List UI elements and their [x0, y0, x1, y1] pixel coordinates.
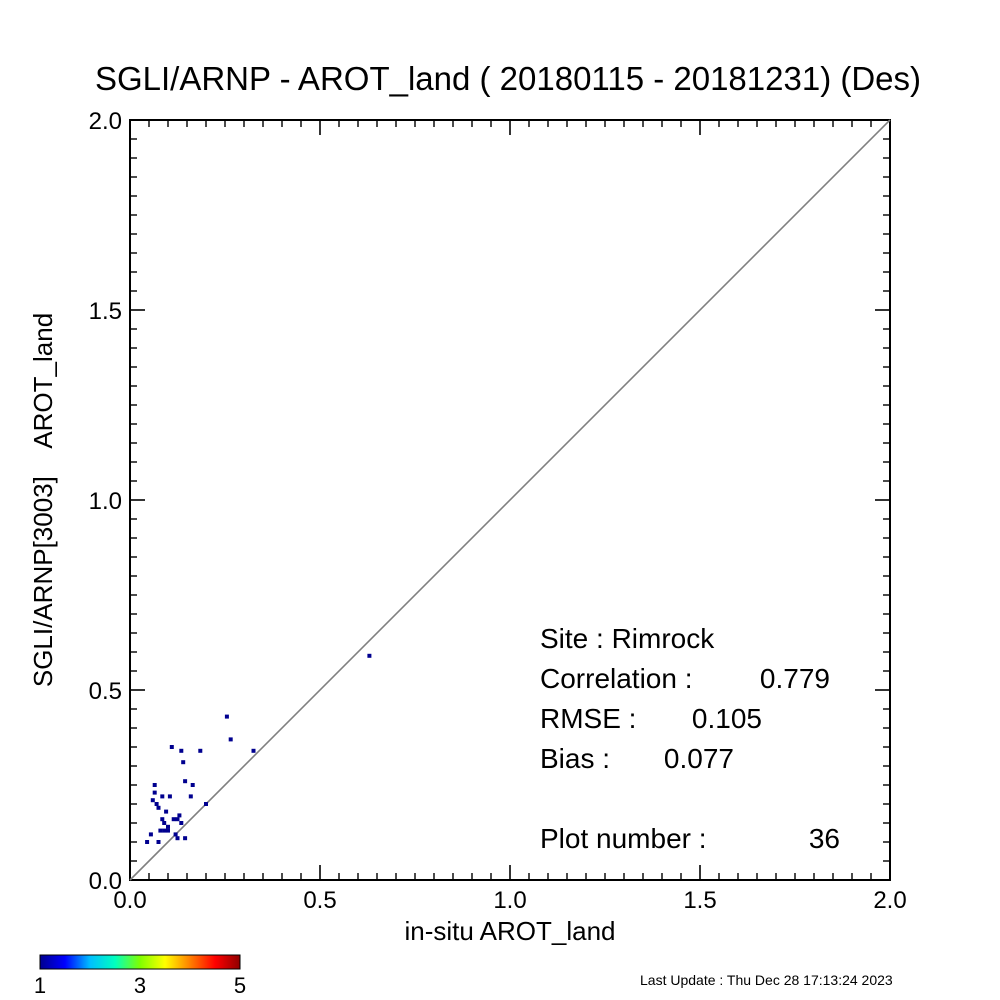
minor-ticks [130, 120, 890, 880]
data-point [175, 836, 180, 841]
data-point [169, 745, 174, 749]
y-tick-label: 1.5 [89, 298, 122, 325]
data-point [156, 805, 161, 810]
data-point [177, 813, 182, 818]
data-point [162, 821, 167, 825]
data-point [179, 821, 184, 825]
data-point [145, 840, 150, 844]
data-point [164, 809, 169, 814]
colorbar-tick-label: 3 [134, 973, 146, 998]
major-ticks [129, 119, 891, 881]
colorbar-tick-label: 1 [34, 973, 46, 998]
data-point [179, 748, 184, 753]
data-points [145, 653, 372, 844]
data-point [173, 832, 178, 837]
data-point [183, 836, 188, 841]
x-tick-label: 1.0 [493, 887, 526, 914]
y-tick-label: 2.0 [89, 108, 122, 135]
data-point [162, 828, 167, 833]
data-point [204, 802, 208, 806]
x-tick-label: 0.5 [303, 887, 336, 914]
data-point [190, 783, 195, 787]
data-point [251, 748, 256, 753]
stats-block: Site : Rimrock Correlation : 0.779 RMSE … [540, 623, 840, 854]
site-label: Site : Rimrock [540, 623, 715, 654]
data-point [152, 790, 157, 795]
rmse-label: RMSE : [540, 703, 636, 734]
plot-number-value: 36 [809, 823, 840, 854]
bias-value: 0.077 [664, 743, 734, 774]
data-point [150, 798, 155, 803]
data-point [181, 760, 186, 765]
data-point [154, 802, 159, 806]
data-point [224, 714, 229, 719]
data-point [183, 779, 188, 784]
colorbar: 1 3 5 [34, 954, 246, 998]
one-to-one-line [129, 119, 891, 881]
x-tick-label: 1.5 [683, 887, 716, 914]
data-point [167, 794, 172, 799]
x-axis-label: in-situ AROT_land [405, 916, 616, 946]
plot-number-label: Plot number : [540, 823, 707, 854]
y-tick-label: 1.0 [89, 488, 122, 515]
correlation-label: Correlation : [540, 663, 693, 694]
colorbar-tick-labels: 1 3 5 [34, 973, 246, 998]
data-point [198, 748, 203, 753]
chart-title: SGLI/ARNP - AROT_land ( 20180115 - 20181… [95, 60, 921, 97]
data-point [188, 794, 193, 799]
data-point [228, 737, 233, 742]
last-update-text: Last Update : Thu Dec 28 17:13:24 2023 [640, 972, 893, 988]
data-point [166, 824, 170, 829]
data-point [156, 840, 161, 844]
x-tick-label: 2.0 [873, 887, 906, 914]
data-point [171, 817, 176, 822]
data-point [152, 783, 157, 787]
colorbar-gradient [39, 954, 241, 970]
x-tick-label: 0.0 [113, 887, 146, 914]
rmse-value: 0.105 [692, 703, 762, 734]
bias-label: Bias : [540, 743, 610, 774]
x-tick-labels: 0.0 0.5 1.0 1.5 2.0 [113, 887, 906, 914]
y-tick-label: 0.0 [89, 868, 122, 895]
data-point [367, 653, 372, 658]
data-point [148, 832, 153, 837]
y-tick-labels: 0.0 0.5 1.0 1.5 2.0 [89, 108, 122, 895]
data-point [166, 828, 170, 833]
colorbar-tick-label: 5 [234, 973, 246, 998]
data-point [175, 817, 180, 822]
y-tick-label: 0.5 [89, 678, 122, 705]
data-point [158, 828, 163, 833]
data-point [160, 817, 165, 822]
y-axis-label: SGLI/ARNP[3003] AROT_land [28, 313, 58, 687]
data-point [160, 794, 165, 799]
correlation-value: 0.779 [760, 663, 830, 694]
